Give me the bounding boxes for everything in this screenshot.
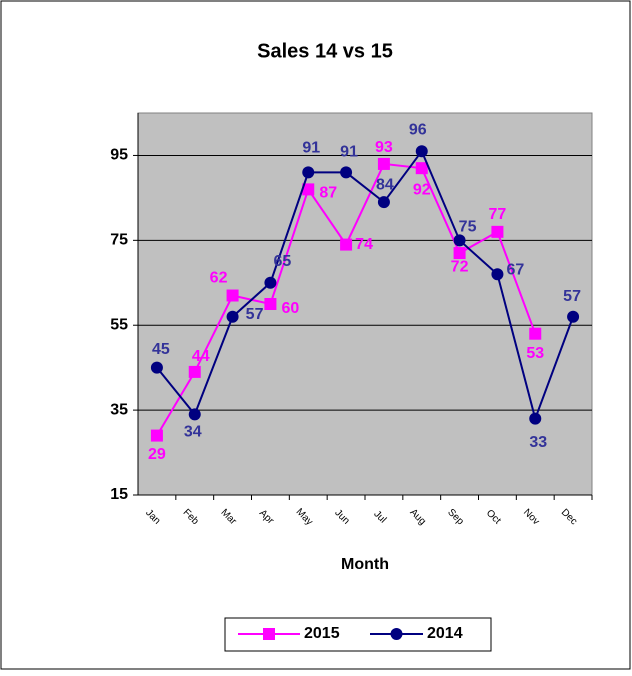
marker: [567, 310, 580, 323]
data-label: 44: [192, 348, 210, 365]
y-tick-label: 35: [110, 401, 128, 418]
marker: [529, 412, 542, 425]
marker: [150, 429, 163, 442]
marker: [340, 238, 353, 251]
marker: [491, 225, 504, 238]
data-label: 92: [413, 181, 431, 198]
data-label: 67: [507, 262, 525, 279]
data-label: 72: [451, 258, 469, 275]
marker: [377, 157, 390, 170]
data-label: 96: [409, 121, 427, 138]
data-label: 75: [459, 219, 477, 236]
marker: [529, 327, 542, 340]
marker: [264, 298, 277, 310]
chart-title: Sales 14 vs 15: [257, 40, 393, 62]
y-tick-label: 75: [110, 232, 128, 249]
marker: [415, 162, 428, 175]
legend-label: 2014: [427, 625, 463, 642]
marker: [453, 234, 466, 247]
marker: [340, 166, 353, 179]
data-label: 87: [319, 185, 337, 202]
data-label: 57: [246, 306, 264, 323]
series-line: [156, 149, 575, 422]
legend-marker: [263, 628, 275, 640]
data-label: 93: [375, 139, 393, 156]
marker: [264, 276, 277, 289]
marker: [491, 268, 504, 281]
marker: [302, 183, 315, 196]
marker: [302, 166, 315, 179]
data-label: 57: [563, 288, 581, 305]
data-label: 60: [282, 300, 300, 317]
data-label: 84: [376, 176, 394, 193]
marker: [188, 365, 201, 378]
marker: [226, 310, 239, 323]
legend-marker: [390, 628, 403, 640]
marker: [150, 361, 163, 374]
data-label: 33: [529, 434, 547, 451]
marker: [188, 408, 201, 421]
y-tick-label: 15: [110, 486, 128, 503]
data-label: 91: [340, 144, 358, 161]
marker: [226, 289, 239, 302]
legend-label: 2015: [304, 625, 340, 642]
y-tick-label: 55: [110, 316, 128, 333]
plot-area: [137, 112, 593, 496]
data-label: 65: [274, 253, 292, 270]
marker: [453, 247, 466, 260]
x-axis-label: Month: [341, 556, 389, 573]
data-label: 91: [302, 140, 320, 157]
y-tick-label: 95: [110, 147, 128, 164]
data-label: 45: [152, 341, 170, 358]
data-label: 53: [526, 345, 544, 362]
data-label: 29: [148, 446, 166, 463]
data-label: 62: [210, 270, 228, 287]
marker: [415, 145, 428, 158]
data-label: 77: [489, 206, 507, 223]
data-label: 74: [355, 236, 373, 253]
marker: [377, 196, 390, 209]
data-label: 34: [184, 424, 202, 441]
